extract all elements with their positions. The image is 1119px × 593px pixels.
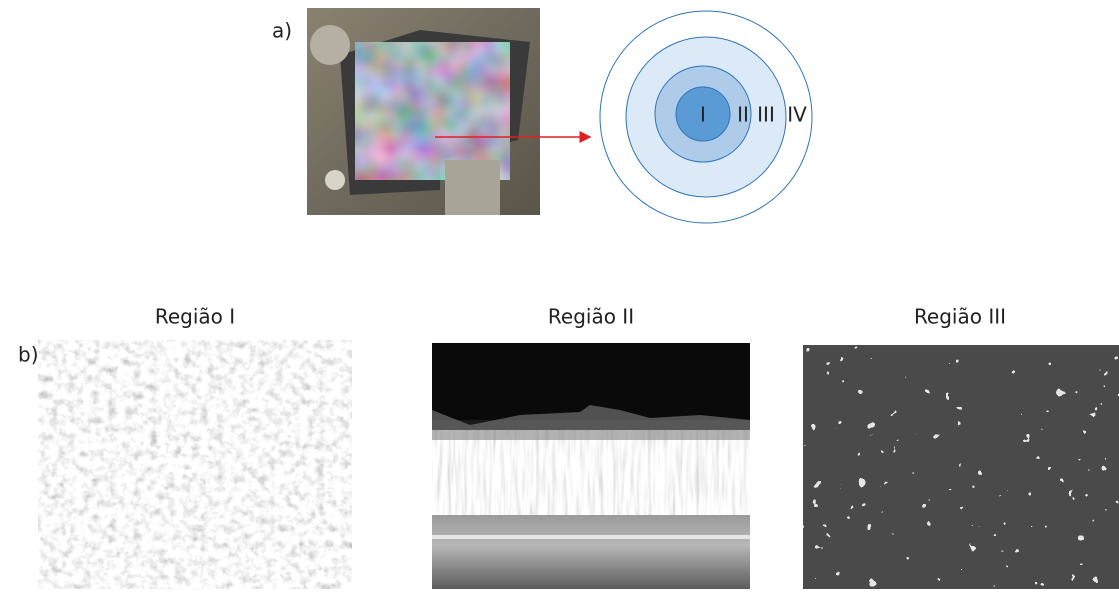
image-title: Região I bbox=[155, 305, 235, 329]
page: a) I II III IV b) Região I Região II Reg… bbox=[0, 0, 1119, 593]
sem-image bbox=[432, 343, 750, 589]
figure: a) I II III IV b) Região I Região II Reg… bbox=[0, 0, 1119, 589]
image-title: Região III bbox=[914, 305, 1006, 329]
region-label: III bbox=[757, 103, 775, 127]
sample-photo bbox=[307, 8, 540, 215]
sem-image bbox=[803, 345, 1119, 589]
panel-label: a) bbox=[272, 19, 292, 43]
sem-image bbox=[38, 340, 352, 589]
region-diagram bbox=[600, 11, 812, 223]
panel-label: b) bbox=[18, 343, 39, 367]
region-label: I bbox=[700, 103, 706, 127]
region-label: IV bbox=[787, 103, 807, 127]
image-title: Região II bbox=[548, 305, 634, 329]
region-label: II bbox=[737, 103, 749, 127]
